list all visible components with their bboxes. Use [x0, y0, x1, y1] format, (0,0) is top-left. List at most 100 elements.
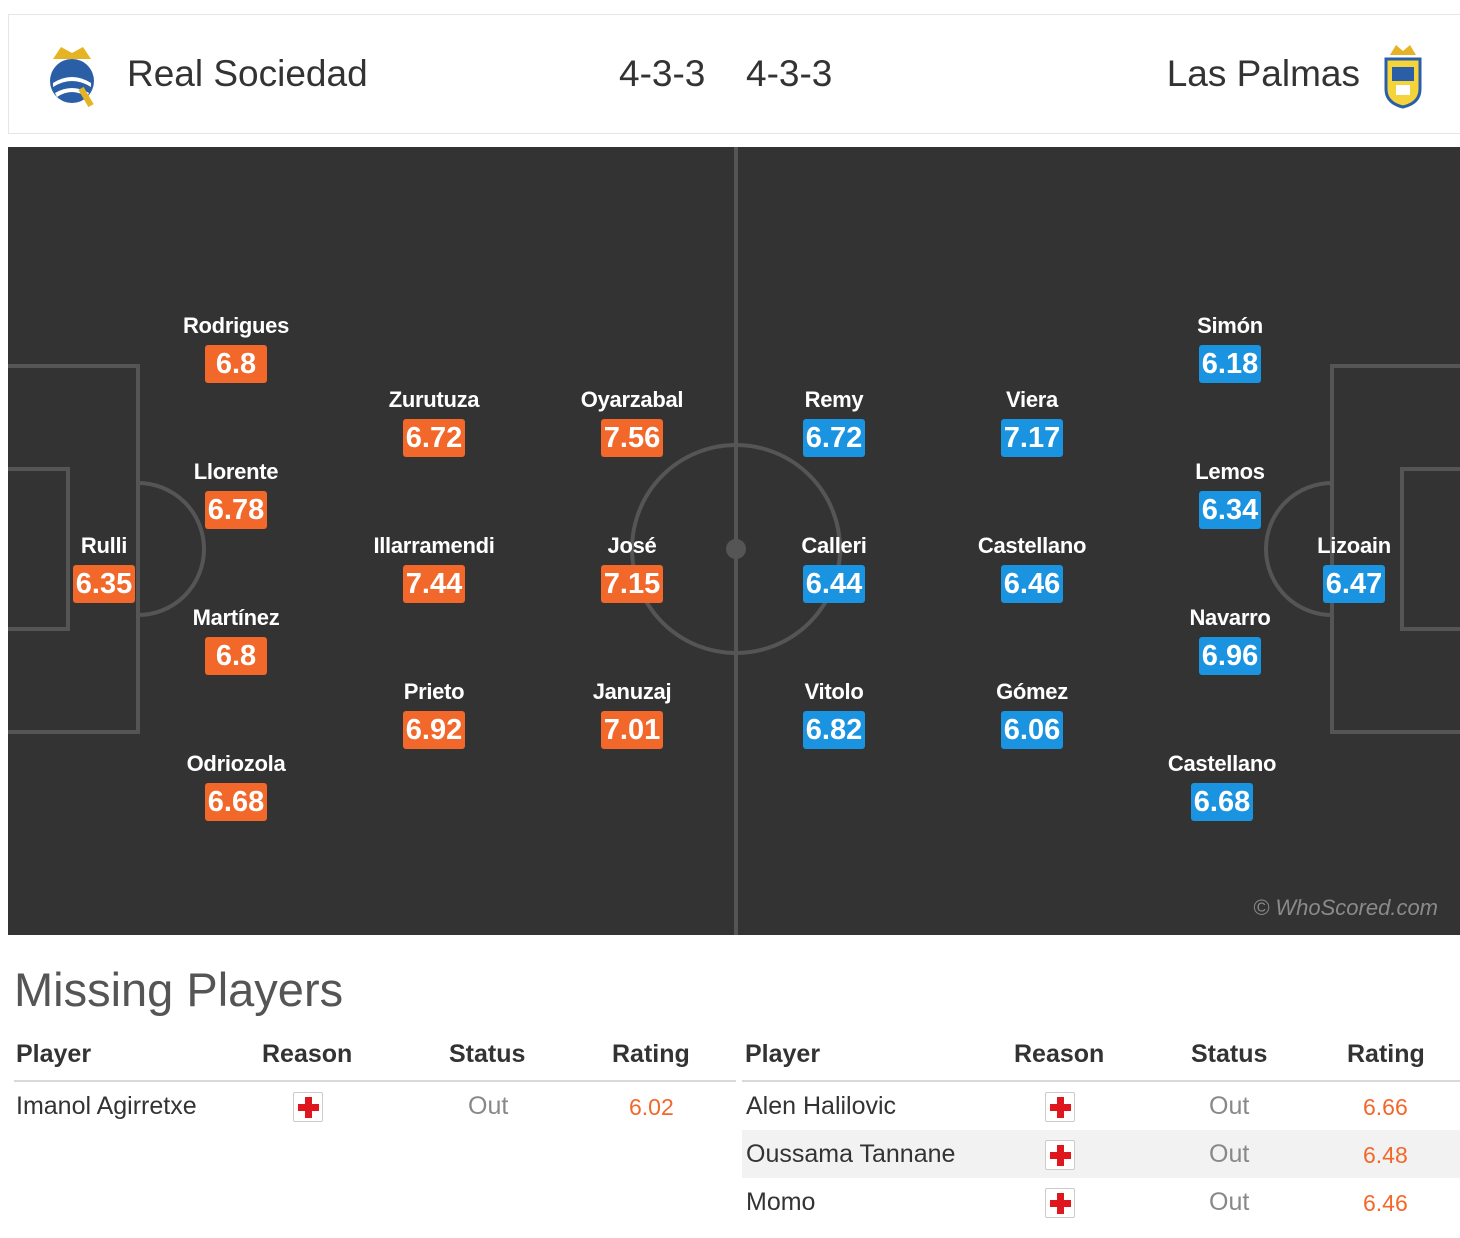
player-name: Martínez [192, 605, 280, 630]
away-player-navarro[interactable]: Navarro 6.96 [1130, 605, 1330, 675]
missing-players-home-table: Player Reason Status Rating Imanol Agirr… [14, 1032, 736, 1130]
home-player-martinez[interactable]: Martínez 6.8 [136, 605, 336, 675]
away-player-castellano-mid[interactable]: Castellano 6.46 [932, 533, 1132, 603]
home-player-illarramendi[interactable]: Illarramendi 7.44 [334, 533, 534, 603]
player-name: Calleri [801, 533, 867, 558]
player-name: Gómez [996, 679, 1068, 704]
col-status[interactable]: Status [1191, 1040, 1268, 1068]
home-player-januzaj[interactable]: Januzaj 7.01 [532, 679, 732, 749]
table-header: Player Reason Status Rating [14, 1032, 736, 1082]
table-row: Imanol Agirretxe Out 6.02 [14, 1082, 736, 1130]
player-name: Lizoain [1317, 533, 1391, 558]
player-name: Odriozola [186, 751, 286, 776]
away-player-castellano-def[interactable]: Castellano 6.68 [1122, 751, 1322, 821]
col-reason[interactable]: Reason [1014, 1040, 1105, 1068]
player-name: Castellano [977, 533, 1087, 558]
player-rating: 6.46 [1000, 565, 1064, 603]
player-rating: 6.68 [204, 783, 268, 821]
col-player[interactable]: Player [16, 1040, 92, 1068]
away-player-simon[interactable]: Simón 6.18 [1130, 313, 1330, 383]
injury-icon [1045, 1092, 1075, 1122]
missing-players-title: Missing Players [14, 963, 344, 1016]
player-name: Llorente [193, 459, 279, 484]
missing-rating: 6.02 [629, 1094, 674, 1120]
player-rating: 6.82 [802, 711, 866, 749]
col-status[interactable]: Status [449, 1040, 526, 1068]
pitch: Rulli 6.35 Rodrigues 6.8 Llorente 6.78 M… [8, 147, 1460, 935]
player-name: Lemos [1195, 459, 1265, 484]
home-player-rulli[interactable]: Rulli 6.35 [8, 533, 204, 603]
player-name: Vitolo [804, 679, 864, 704]
away-player-viera[interactable]: Viera 7.17 [932, 387, 1132, 457]
player-rating: 7.01 [600, 711, 664, 749]
player-name: Oyarzabal [580, 387, 684, 412]
player-name: José [607, 533, 657, 558]
player-rating: 6.06 [1000, 711, 1064, 749]
col-reason[interactable]: Reason [262, 1040, 353, 1068]
missing-rating: 6.48 [1363, 1142, 1408, 1168]
player-rating: 6.78 [204, 491, 268, 529]
pitch-lines [8, 147, 1460, 935]
home-formation: 4-3-3 [619, 53, 706, 94]
away-player-remy[interactable]: Remy 6.72 [734, 387, 934, 457]
player-rating: 6.72 [802, 419, 866, 457]
match-header: Real Sociedad 4-3-3 4-3-3 Las Palmas [8, 14, 1460, 134]
home-player-llorente[interactable]: Llorente 6.78 [136, 459, 336, 529]
las-palmas-crest-icon [1384, 45, 1422, 109]
home-player-prieto[interactable]: Prieto 6.92 [334, 679, 534, 749]
player-name: Illarramendi [373, 533, 495, 558]
col-rating[interactable]: Rating [612, 1040, 690, 1068]
table-header: Player Reason Status Rating [742, 1032, 1460, 1082]
player-rating: 6.35 [72, 565, 136, 603]
away-player-lizoain[interactable]: Lizoain 6.47 [1254, 533, 1454, 603]
player-rating: 6.96 [1198, 637, 1262, 675]
missing-rating: 6.66 [1363, 1094, 1408, 1120]
injury-icon [1045, 1140, 1075, 1170]
col-player[interactable]: Player [745, 1040, 821, 1068]
away-player-vitolo[interactable]: Vitolo 6.82 [734, 679, 934, 749]
watermark: © WhoScored.com [1253, 895, 1438, 920]
player-rating: 6.8 [205, 345, 267, 383]
missing-status: Out [468, 1092, 509, 1120]
missing-players-away-table: Player Reason Status Rating Alen Halilov… [742, 1032, 1460, 1226]
player-name: Viera [1006, 387, 1058, 412]
injury-icon [1045, 1188, 1075, 1218]
player-rating: 7.56 [600, 419, 664, 457]
home-player-oyarzabal[interactable]: Oyarzabal 7.56 [532, 387, 732, 457]
missing-player-name[interactable]: Alen Halilovic [746, 1092, 897, 1120]
player-name: Simón [1197, 313, 1263, 338]
missing-rating: 6.46 [1363, 1190, 1408, 1216]
home-player-rodrigues[interactable]: Rodrigues 6.8 [136, 313, 336, 383]
missing-player-name[interactable]: Momo [746, 1188, 816, 1216]
col-rating[interactable]: Rating [1347, 1040, 1425, 1068]
player-rating: 6.68 [1190, 783, 1254, 821]
player-name: Zurutuza [388, 387, 480, 412]
away-player-gomez[interactable]: Gómez 6.06 [932, 679, 1132, 749]
away-team-name[interactable]: Las Palmas [1166, 53, 1360, 94]
injury-icon [293, 1092, 323, 1122]
table-row: Oussama Tannane Out 6.48 [742, 1130, 1460, 1178]
away-player-lemos[interactable]: Lemos 6.34 [1130, 459, 1330, 529]
player-name: Rodrigues [182, 313, 290, 338]
home-player-odriozola[interactable]: Odriozola 6.68 [136, 751, 336, 821]
home-team-name[interactable]: Real Sociedad [127, 53, 368, 94]
away-formation: 4-3-3 [746, 53, 833, 94]
player-rating: 6.47 [1322, 565, 1386, 603]
missing-status: Out [1209, 1188, 1250, 1216]
player-name: Prieto [403, 679, 465, 704]
player-name: Navarro [1189, 605, 1271, 630]
home-player-jose[interactable]: José 7.15 [532, 533, 732, 603]
missing-player-name[interactable]: Imanol Agirretxe [16, 1092, 197, 1120]
player-rating: 6.44 [802, 565, 866, 603]
home-player-zurutuza[interactable]: Zurutuza 6.72 [334, 387, 534, 457]
player-name: Rulli [80, 533, 128, 558]
player-name: Januzaj [592, 679, 672, 704]
away-player-calleri[interactable]: Calleri 6.44 [734, 533, 934, 603]
player-rating: 7.44 [402, 565, 466, 603]
player-rating: 7.15 [600, 565, 664, 603]
missing-player-name[interactable]: Oussama Tannane [746, 1140, 956, 1168]
player-rating: 6.34 [1198, 491, 1262, 529]
table-row: Alen Halilovic Out 6.66 [742, 1082, 1460, 1130]
player-name: Castellano [1167, 751, 1277, 776]
player-name: Remy [804, 387, 864, 412]
